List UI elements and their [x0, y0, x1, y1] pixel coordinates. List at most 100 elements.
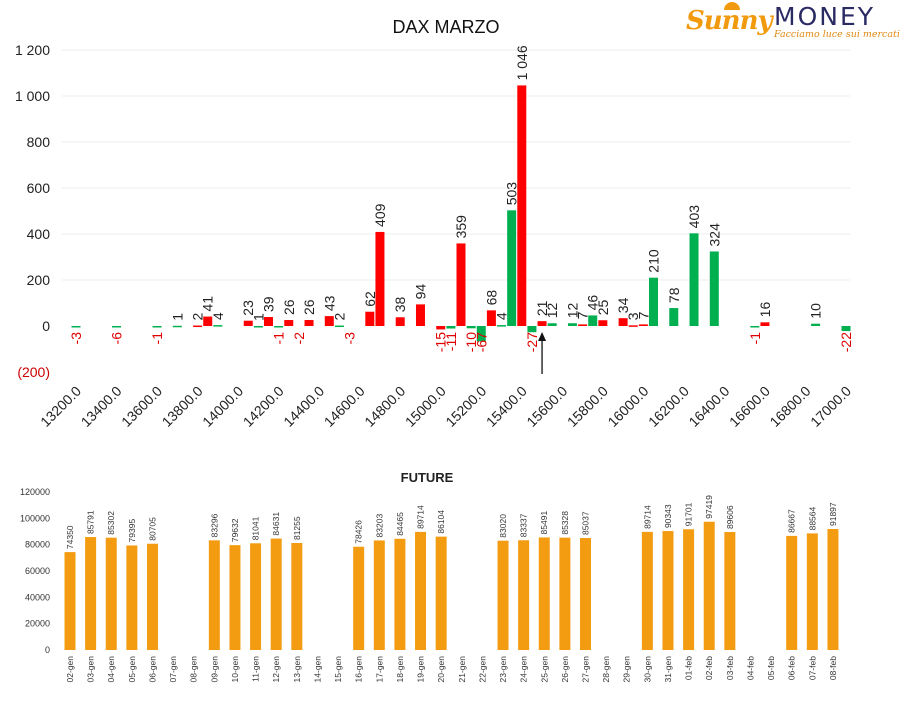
x-tick-label: 14600.0 — [321, 383, 368, 430]
bar — [689, 233, 699, 326]
bar — [641, 531, 653, 650]
data-label: -27 — [524, 332, 540, 352]
bar — [507, 210, 517, 326]
data-label: 4 — [210, 312, 226, 320]
x-tick-label: 02-feb — [704, 656, 714, 680]
bar — [811, 323, 821, 326]
data-label: 1 046 — [514, 45, 530, 80]
x-tick-label: 13800.0 — [159, 383, 206, 430]
x-tick-label: 13400.0 — [78, 383, 125, 430]
data-label: 503 — [504, 182, 520, 206]
x-tick-label: 29-gen — [622, 656, 632, 683]
x-tick-label: 11-gen — [251, 656, 261, 682]
x-tick-label: 16400.0 — [685, 383, 732, 430]
bar — [64, 552, 76, 650]
data-label: 324 — [706, 223, 722, 247]
data-label: 89714 — [642, 505, 652, 529]
data-label: 409 — [372, 203, 388, 227]
data-label: -1 — [271, 332, 287, 345]
x-tick-label: 30-gen — [642, 656, 652, 683]
marker-arrow-head — [538, 332, 547, 341]
data-label: 4 — [494, 312, 510, 320]
x-tick-label: 15000.0 — [402, 383, 449, 430]
y-tick-label: 1 200 — [15, 42, 50, 58]
data-label: 12 — [544, 302, 560, 318]
chart-title: DAX MARZO — [392, 17, 499, 37]
x-tick-label: 27-gen — [581, 656, 591, 683]
data-label: 74350 — [65, 525, 75, 549]
bar — [598, 320, 608, 326]
bar — [760, 322, 770, 326]
y-tick-label: 0 — [45, 645, 50, 655]
logo-money-text: MONEY — [774, 2, 876, 31]
data-label: 84465 — [395, 512, 405, 536]
bar — [527, 326, 537, 333]
data-label: 25 — [595, 299, 611, 315]
data-label: -1 — [747, 332, 763, 345]
x-tick-label: 15600.0 — [523, 383, 570, 430]
bar — [375, 231, 385, 326]
y-tick-label: 200 — [27, 272, 51, 288]
data-label: 97419 — [704, 495, 714, 519]
data-label: 2 — [331, 313, 347, 321]
y-tick-label: 20000 — [25, 619, 50, 629]
logo-sunny-text: Sunny — [686, 6, 773, 36]
bar — [786, 535, 798, 650]
bar — [806, 533, 818, 650]
bar — [703, 521, 715, 650]
bar — [841, 326, 851, 332]
y-tick-label: 100000 — [20, 513, 50, 523]
data-label: 41 — [200, 296, 216, 312]
x-tick-label: 14200.0 — [240, 383, 287, 430]
bar — [466, 326, 476, 329]
bar — [415, 304, 425, 326]
bar — [146, 543, 158, 650]
bar — [580, 538, 591, 650]
data-label: 34 — [615, 297, 631, 313]
data-label: -10 — [463, 332, 479, 352]
data-label: 403 — [686, 205, 702, 229]
x-tick-label: 14400.0 — [280, 383, 327, 430]
data-label: 83020 — [498, 514, 508, 538]
x-tick-label: 28-gen — [601, 656, 611, 683]
data-label: -11 — [443, 332, 459, 351]
bar — [229, 545, 241, 650]
bar — [243, 320, 253, 326]
bar — [264, 317, 273, 326]
x-tick-label: 07-gen — [168, 656, 178, 683]
bar — [415, 531, 427, 650]
x-tick-label: 26-gen — [560, 656, 570, 683]
data-label: 94 — [412, 284, 428, 300]
data-label: 39 — [261, 296, 277, 312]
x-tick-label: 05-gen — [127, 656, 137, 683]
data-label: 26 — [281, 299, 297, 315]
data-label: 85491 — [539, 511, 549, 535]
bar — [538, 537, 550, 650]
data-label: 7 — [635, 311, 651, 319]
x-tick-label: 19-gen — [416, 656, 426, 683]
x-tick-label: 15800.0 — [564, 383, 611, 430]
data-label: -6 — [109, 332, 125, 345]
data-label: 85328 — [560, 511, 570, 535]
x-tick-label: 31-gen — [663, 656, 673, 683]
bar — [250, 543, 262, 650]
x-tick-label: 03-gen — [86, 656, 96, 683]
x-tick-label: 18-gen — [395, 656, 405, 683]
bar — [578, 324, 588, 326]
x-tick-label: 16-gen — [354, 656, 364, 683]
bar — [518, 540, 530, 650]
data-label: -67 — [473, 332, 489, 352]
data-label: 80705 — [147, 517, 157, 541]
bar — [436, 326, 446, 330]
x-tick-label: 16600.0 — [726, 383, 773, 430]
data-label: 89606 — [725, 505, 735, 529]
bar — [750, 326, 760, 328]
bar — [638, 324, 648, 326]
bar — [270, 538, 282, 650]
bar — [435, 536, 447, 650]
data-label: 68 — [483, 290, 499, 306]
bar — [446, 326, 456, 329]
data-label: 79395 — [127, 519, 137, 543]
bar — [253, 326, 263, 328]
data-label: 84631 — [271, 512, 281, 536]
